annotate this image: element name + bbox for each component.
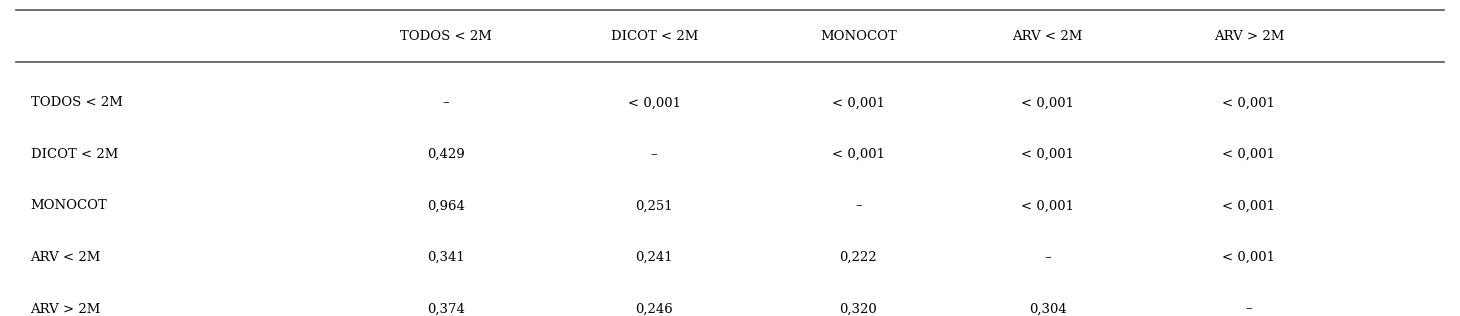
Text: MONOCOT: MONOCOT (31, 199, 107, 212)
Text: 0,429: 0,429 (426, 148, 464, 161)
Text: ARV > 2M: ARV > 2M (1213, 30, 1283, 43)
Text: 0,964: 0,964 (426, 199, 464, 212)
Text: ARV < 2M: ARV < 2M (1012, 30, 1083, 43)
Text: TODOS < 2M: TODOS < 2M (400, 30, 492, 43)
Text: –: – (651, 148, 657, 161)
Text: < 0,001: < 0,001 (1222, 96, 1275, 109)
Text: 0,241: 0,241 (635, 251, 673, 264)
Text: TODOS < 2M: TODOS < 2M (31, 96, 123, 109)
Text: < 0,001: < 0,001 (1021, 148, 1075, 161)
Text: < 0,001: < 0,001 (1021, 96, 1075, 109)
Text: 0,374: 0,374 (426, 302, 464, 315)
Text: 0,251: 0,251 (635, 199, 673, 212)
Text: < 0,001: < 0,001 (1222, 251, 1275, 264)
Text: < 0,001: < 0,001 (832, 148, 885, 161)
Text: ARV > 2M: ARV > 2M (31, 302, 101, 315)
Text: 0,341: 0,341 (426, 251, 464, 264)
Text: –: – (856, 199, 861, 212)
Text: < 0,001: < 0,001 (1021, 199, 1075, 212)
Text: < 0,001: < 0,001 (1222, 199, 1275, 212)
Text: < 0,001: < 0,001 (628, 96, 680, 109)
Text: DICOT < 2M: DICOT < 2M (31, 148, 118, 161)
Text: –: – (1245, 302, 1253, 315)
Text: 0,222: 0,222 (839, 251, 877, 264)
Text: –: – (442, 96, 450, 109)
Text: < 0,001: < 0,001 (832, 96, 885, 109)
Text: –: – (1044, 251, 1051, 264)
Text: MONOCOT: MONOCOT (821, 30, 896, 43)
Text: DICOT < 2M: DICOT < 2M (610, 30, 698, 43)
Text: 0,304: 0,304 (1029, 302, 1067, 315)
Text: 0,320: 0,320 (839, 302, 877, 315)
Text: 0,246: 0,246 (635, 302, 673, 315)
Text: < 0,001: < 0,001 (1222, 148, 1275, 161)
Text: ARV < 2M: ARV < 2M (31, 251, 101, 264)
